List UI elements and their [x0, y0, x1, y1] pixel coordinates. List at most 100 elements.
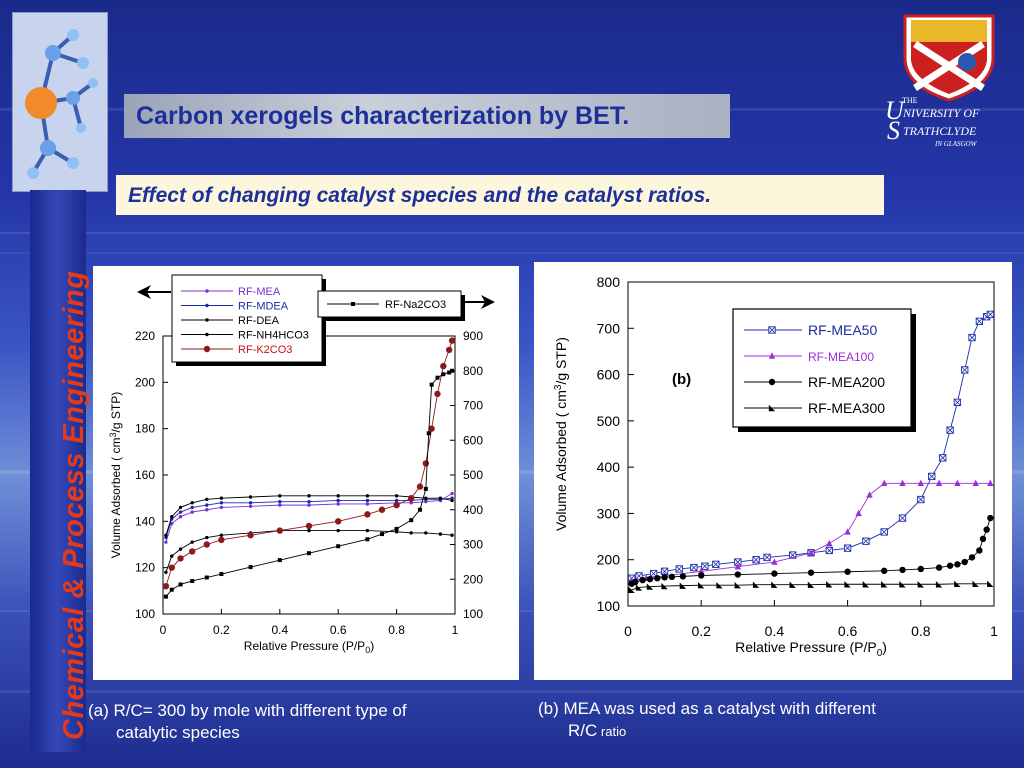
data-point-rf-na2co3	[447, 370, 452, 375]
data-point-rf-na2co3	[394, 526, 399, 531]
title-banner: Carbon xerogels characterization by BET.	[124, 94, 730, 138]
data-point-rf-mea200	[979, 535, 987, 543]
data-point-rf-mdea	[307, 499, 311, 504]
series-line-rf-na2co3	[165, 370, 453, 597]
data-point-rf-k2co3	[422, 460, 429, 467]
data-point-rf-nh4hco3	[438, 532, 443, 536]
data-point-rf-dea	[278, 494, 282, 498]
data-point-rf-dea	[336, 494, 340, 498]
data-point-rf-na2co3	[204, 575, 209, 580]
data-point-rf-mea200	[976, 547, 983, 554]
data-point-rf-k2co3	[440, 362, 447, 370]
data-point-rf-k2co3	[434, 390, 441, 398]
legend-marker-rf-na2co3	[351, 302, 355, 306]
data-point-rf-mea300	[862, 581, 870, 588]
data-point-rf-mea	[450, 491, 454, 496]
data-point-rf-na2co3	[307, 551, 311, 556]
data-point-rf-dea	[219, 496, 224, 500]
data-point-rf-mea200	[654, 575, 661, 582]
x-tick-label: 0.2	[213, 623, 230, 637]
data-point-rf-k2co3	[445, 346, 453, 354]
data-point-rf-mdea	[190, 505, 194, 510]
data-point-rf-mea200	[954, 561, 961, 568]
legend-label: RF-MEA100	[808, 350, 874, 364]
legend-marker-rf-k2co3	[203, 345, 211, 353]
data-point-rf-k2co3	[335, 518, 342, 525]
data-point-rf-mea	[219, 505, 224, 510]
data-point-rf-nh4hco3	[178, 547, 183, 551]
x-tick-label: 1	[452, 623, 459, 637]
data-point-rf-mea50	[825, 546, 833, 555]
y-left-tick-label: 180	[135, 422, 155, 436]
data-point-rf-dea	[424, 496, 428, 500]
data-point-rf-mea200	[734, 571, 741, 578]
data-point-rf-k2co3	[276, 527, 283, 534]
data-point-rf-mea200	[987, 514, 994, 522]
legend-marker-rf-mea200	[768, 378, 776, 386]
series-line-rf-mea	[165, 493, 453, 543]
right-arrow-icon	[481, 295, 495, 309]
y-left-tick-label: 220	[135, 329, 155, 343]
data-point-rf-na2co3	[417, 507, 422, 512]
data-point-rf-k2co3	[364, 511, 371, 518]
data-point-rf-mea300	[734, 581, 741, 589]
data-point-rf-mea200	[961, 558, 968, 566]
molecule-graphic	[25, 29, 98, 179]
data-point-rf-mea50	[675, 565, 683, 573]
data-point-rf-k2co3	[203, 541, 210, 548]
data-point-rf-mea100	[844, 528, 851, 535]
data-point-rf-mea100	[987, 479, 994, 487]
caption-b-ratio: ratio	[597, 724, 627, 739]
series-line-rf-mea100	[631, 482, 991, 581]
data-point-rf-na2co3	[426, 431, 431, 436]
y-right-tick-label: 200	[463, 572, 483, 586]
data-point-rf-mea300	[661, 582, 668, 590]
y-tick-label: 800	[597, 274, 621, 290]
data-point-rf-mea100	[771, 558, 778, 565]
y-left-tick-label: 100	[135, 607, 155, 621]
caption-a-line1: (a) R/C= 300 by mole with different type…	[88, 701, 407, 720]
data-point-rf-mea100	[866, 491, 873, 498]
legend-label: RF-MDEA	[238, 301, 289, 313]
data-point-rf-mea	[307, 503, 311, 507]
y-left-tick-label: 120	[135, 561, 155, 575]
data-point-rf-nh4hco3	[409, 531, 413, 535]
data-point-rf-mea50	[961, 366, 969, 374]
data-point-rf-k2co3	[393, 501, 400, 509]
data-point-rf-mea200	[899, 566, 906, 574]
data-point-rf-mea50	[712, 560, 720, 568]
data-point-rf-mea100	[899, 479, 906, 487]
slide-title: Carbon xerogels characterization by BET.	[136, 102, 630, 130]
data-point-rf-mea300	[698, 581, 705, 589]
x-tick-label: 0	[160, 623, 167, 637]
x-tick-label: 0.4	[765, 623, 785, 639]
y-right-tick-label: 900	[463, 329, 483, 343]
y-left-tick-label: 140	[135, 514, 155, 528]
data-point-rf-nh4hco3	[205, 535, 209, 540]
data-point-rf-mea200	[698, 572, 705, 579]
molecule-image	[12, 12, 108, 192]
legend-label: RF-MEA50	[808, 322, 877, 338]
data-point-rf-mea200	[679, 573, 687, 580]
data-point-rf-nh4hco3	[365, 528, 370, 533]
data-point-rf-na2co3	[450, 368, 455, 373]
data-point-rf-dea	[450, 498, 454, 503]
data-point-rf-mea50	[975, 317, 984, 325]
legend-marker-rf-mea50	[768, 326, 776, 334]
plot-frame	[627, 281, 995, 607]
panel-label: (b)	[672, 371, 691, 388]
y-right-tick-label: 400	[463, 503, 483, 517]
chart-a-panel: 0 0.2 0.4 0.6 0.8 1 100 120 140 160 180 200 220 100 20…	[93, 266, 519, 680]
data-point-rf-dea	[438, 496, 443, 500]
y-tick-label: 400	[597, 459, 621, 475]
data-point-rf-mea	[336, 502, 340, 506]
data-point-rf-k2co3	[378, 506, 386, 513]
plot-frame	[162, 335, 456, 615]
data-point-rf-mea50	[953, 398, 962, 406]
data-point-rf-mea50	[752, 556, 760, 564]
data-point-rf-mea300	[646, 583, 654, 590]
data-point-rf-na2co3	[441, 372, 446, 377]
data-point-rf-mea300	[935, 581, 943, 588]
y-tick-label: 600	[597, 367, 621, 383]
data-point-rf-mea50	[986, 310, 994, 319]
